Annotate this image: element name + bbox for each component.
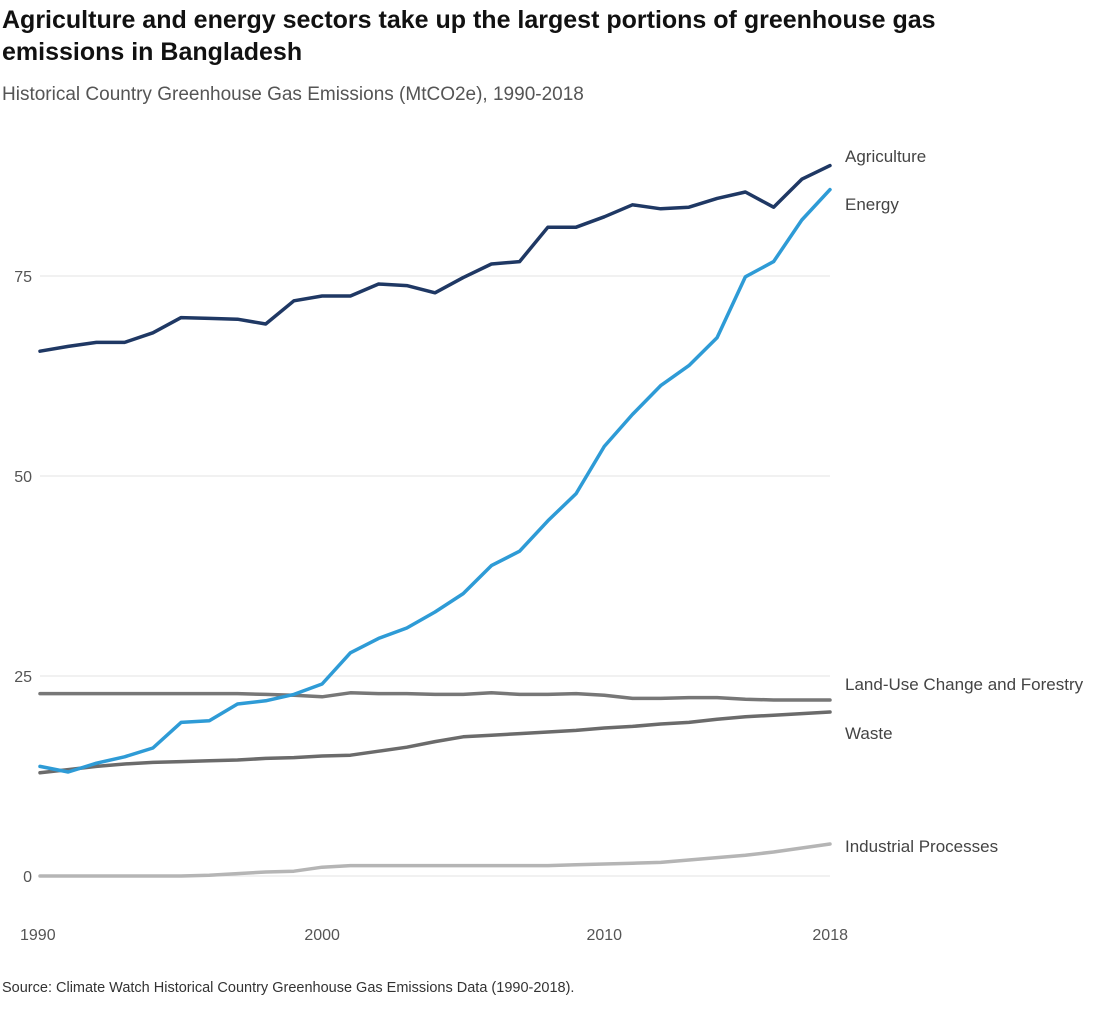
y-axis-ticks: 0 25 50 75 — [14, 269, 32, 886]
chart-subtitle: Historical Country Greenhouse Gas Emissi… — [2, 84, 584, 105]
series-labels: Agriculture Energy Land-Use Change and For… — [845, 147, 1084, 856]
y-tick-label: 50 — [14, 469, 32, 486]
series-line-energy — [38, 187, 832, 774]
line-chart: 0 25 50 75 1990 2000 2010 2018 Agriculture Ener… — [14, 147, 1084, 944]
series-line-land-use-change-and-forestry — [38, 691, 832, 702]
chart-title: Agriculture and energy sectors take up t… — [2, 6, 936, 66]
y-tick-label: 75 — [14, 269, 32, 286]
x-tick-label: 1990 — [20, 927, 56, 944]
series-label-waste: Waste — [845, 724, 893, 743]
x-tick-label: 2000 — [304, 927, 340, 944]
x-tick-label: 2010 — [586, 927, 622, 944]
series-label-industrial-processes: Industrial Processes — [845, 837, 998, 856]
series-label-land-use-change-and-forestry: Land-Use Change and Forestry — [845, 675, 1084, 694]
series-label-agriculture: Agriculture — [845, 147, 926, 166]
y-tick-label: 0 — [23, 869, 32, 886]
series-line-agriculture — [38, 163, 832, 353]
series-label-energy: Energy — [845, 195, 899, 214]
grid-lines — [40, 275, 830, 877]
series-line-waste — [38, 710, 832, 775]
x-tick-label: 2018 — [812, 927, 848, 944]
x-axis-ticks: 1990 2000 2010 2018 — [20, 927, 848, 944]
source-note: Source: Climate Watch Historical Country… — [2, 980, 575, 996]
y-tick-label: 25 — [14, 669, 32, 686]
series-lines — [38, 163, 832, 878]
series-line-industrial-processes — [38, 842, 832, 878]
